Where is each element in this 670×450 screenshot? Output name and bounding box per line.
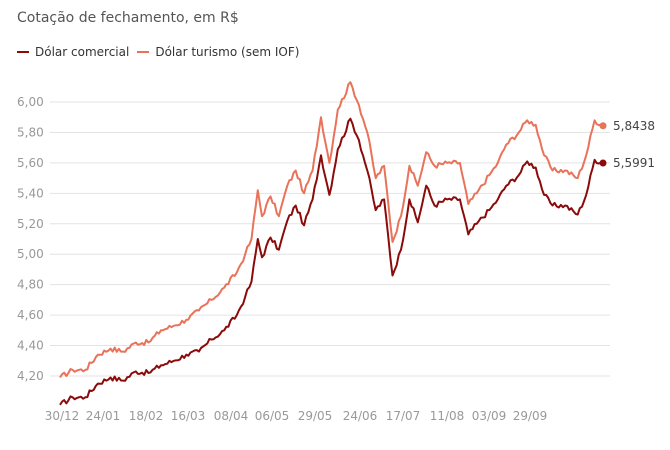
- x-tick-label: 29/09: [513, 409, 548, 423]
- x-tick-label: 03/09: [472, 409, 507, 423]
- end-point-turismo: [599, 122, 607, 130]
- legend-item-turismo: Dólar turismo (sem IOF): [137, 45, 299, 59]
- x-tick-label: 24/01: [86, 409, 121, 423]
- y-tick-label: 5,20: [17, 217, 44, 231]
- y-tick-label: 5,00: [17, 247, 44, 261]
- x-tick-label: 17/07: [386, 409, 421, 423]
- legend-label-turismo: Dólar turismo (sem IOF): [155, 45, 300, 59]
- end-value-label-comercial: 5,5991: [613, 156, 655, 170]
- end-value-label-turismo: 5,8438: [613, 119, 655, 133]
- chart-subtitle: Cotação de fechamento, em R$: [17, 10, 239, 26]
- x-tick-label: 08/04: [214, 409, 249, 423]
- y-tick-label: 4,20: [17, 369, 44, 383]
- legend-swatch-comercial: [17, 51, 29, 53]
- legend-label-comercial: Dólar comercial: [35, 45, 130, 59]
- y-tick-label: 5,40: [17, 186, 44, 200]
- chart-legend: Dólar comercial Dólar turismo (sem IOF): [17, 45, 307, 59]
- x-axis-ticks: 30/12 24/01 18/02 16/03 08/04 06/05 29/05 24/06…: [45, 409, 548, 423]
- y-axis-ticks: 6,00 5,80 5,60 5,40 5,20 5,00 4,80 4,60 4,40 4,20: [17, 95, 44, 383]
- end-markers: 5,8438 5,5991: [599, 119, 655, 170]
- x-tick-label: 24/06: [343, 409, 378, 423]
- x-tick-label: 30/12: [45, 409, 80, 423]
- y-tick-label: 5,60: [17, 156, 44, 170]
- series-line-comercial: [59, 117, 604, 406]
- x-tick-label: 11/08: [430, 409, 465, 423]
- x-tick-label: 16/03: [171, 409, 206, 423]
- legend-swatch-turismo: [137, 51, 150, 53]
- x-tick-label: 06/05: [255, 409, 290, 423]
- x-tick-label: 29/05: [298, 409, 333, 423]
- y-tick-label: 5,80: [17, 125, 44, 139]
- gridlines: [50, 101, 610, 377]
- y-tick-label: 4,60: [17, 308, 44, 322]
- series-lines: [59, 81, 604, 406]
- legend-item-comercial: Dólar comercial: [17, 45, 129, 59]
- x-tick-label: 18/02: [129, 409, 164, 423]
- y-tick-label: 4,40: [17, 339, 44, 353]
- series-line-turismo: [59, 81, 604, 379]
- end-point-comercial: [599, 159, 607, 167]
- y-tick-label: 4,80: [17, 278, 44, 292]
- y-tick-label: 6,00: [17, 95, 44, 109]
